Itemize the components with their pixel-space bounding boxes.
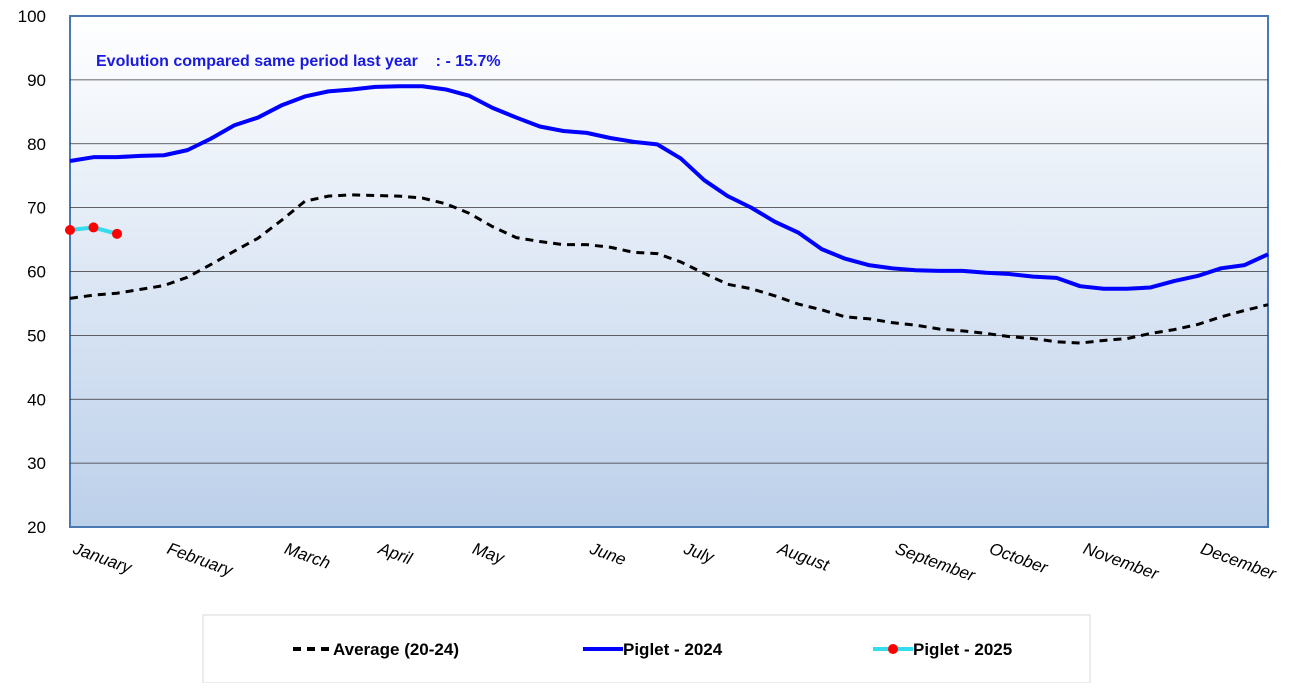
x-tick-label: February (165, 539, 237, 581)
y-tick-label: 20 (27, 518, 46, 537)
y-tick-label: 60 (27, 263, 46, 282)
legend-box (202, 614, 1091, 684)
x-tick-label: April (375, 539, 416, 569)
x-tick-label: December (1198, 539, 1279, 584)
annotation: Evolution compared same period last year… (96, 53, 501, 70)
y-tick-label: 30 (27, 454, 46, 473)
data-point (111, 228, 122, 239)
legend-label: Piglet - 2025 (913, 640, 1012, 659)
series-line (69, 84, 1269, 291)
x-tick-label: August (774, 539, 832, 576)
y-tick-label: 50 (27, 326, 46, 345)
y-tick-label: 40 (27, 390, 46, 409)
x-tick-label: June (586, 539, 628, 570)
y-tick-label: 100 (18, 7, 46, 26)
legend-label: Piglet - 2024 (623, 640, 723, 659)
y-tick-label: 90 (27, 71, 46, 90)
x-tick-label: March (282, 539, 333, 573)
x-tick-label: May (470, 539, 508, 568)
legend-label: Average (20-24) (333, 640, 459, 659)
data-point (88, 222, 99, 233)
x-tick-label: July (680, 539, 717, 568)
x-tick-label: January (70, 539, 136, 578)
series-line (69, 193, 1269, 345)
y-tick-label: 70 (27, 199, 46, 218)
data-point (65, 224, 75, 235)
x-tick-label: November (1081, 539, 1162, 584)
legend-marker (888, 644, 898, 654)
x-tick-label: October (987, 539, 1052, 578)
x-tick-label: September (893, 539, 979, 586)
y-tick-label: 80 (27, 135, 46, 154)
